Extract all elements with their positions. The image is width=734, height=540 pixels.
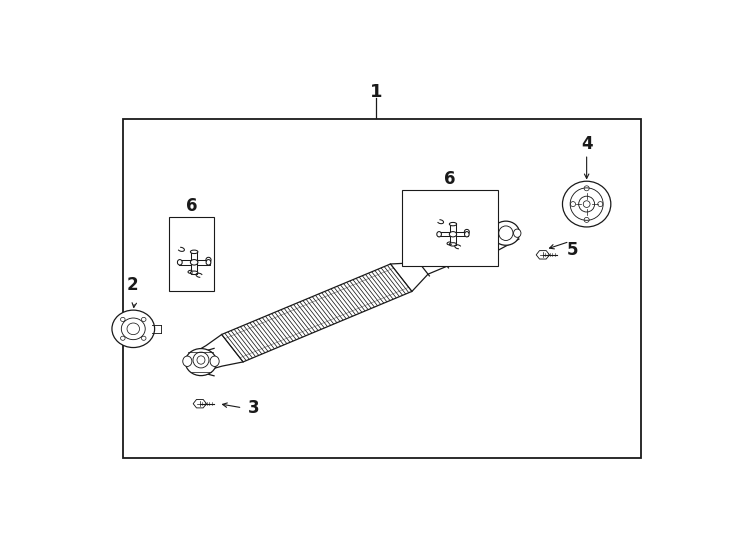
Polygon shape — [188, 223, 519, 372]
Text: 4: 4 — [581, 135, 592, 153]
Polygon shape — [193, 400, 206, 408]
Ellipse shape — [190, 250, 198, 254]
Ellipse shape — [190, 271, 198, 274]
Polygon shape — [438, 232, 468, 237]
Ellipse shape — [210, 356, 219, 367]
Text: 6: 6 — [444, 170, 456, 188]
Bar — [169, 217, 214, 292]
Ellipse shape — [112, 310, 155, 348]
Ellipse shape — [562, 181, 611, 227]
Polygon shape — [537, 251, 550, 259]
Polygon shape — [450, 224, 456, 245]
Ellipse shape — [449, 232, 457, 237]
Polygon shape — [191, 251, 197, 274]
Polygon shape — [179, 260, 209, 265]
Ellipse shape — [449, 222, 457, 226]
Text: 2: 2 — [127, 276, 139, 294]
Text: 6: 6 — [186, 197, 197, 215]
Bar — [401, 190, 498, 266]
Ellipse shape — [514, 229, 521, 238]
Ellipse shape — [178, 260, 182, 265]
Ellipse shape — [190, 260, 198, 265]
Bar — [123, 119, 641, 458]
Ellipse shape — [437, 232, 441, 237]
Ellipse shape — [183, 356, 192, 367]
Ellipse shape — [185, 349, 217, 376]
Text: 1: 1 — [370, 83, 382, 101]
Ellipse shape — [491, 229, 498, 238]
Text: 3: 3 — [248, 399, 260, 417]
Ellipse shape — [449, 242, 457, 246]
Ellipse shape — [493, 221, 520, 245]
Ellipse shape — [465, 232, 469, 237]
Ellipse shape — [206, 260, 211, 265]
Text: 5: 5 — [567, 241, 578, 259]
